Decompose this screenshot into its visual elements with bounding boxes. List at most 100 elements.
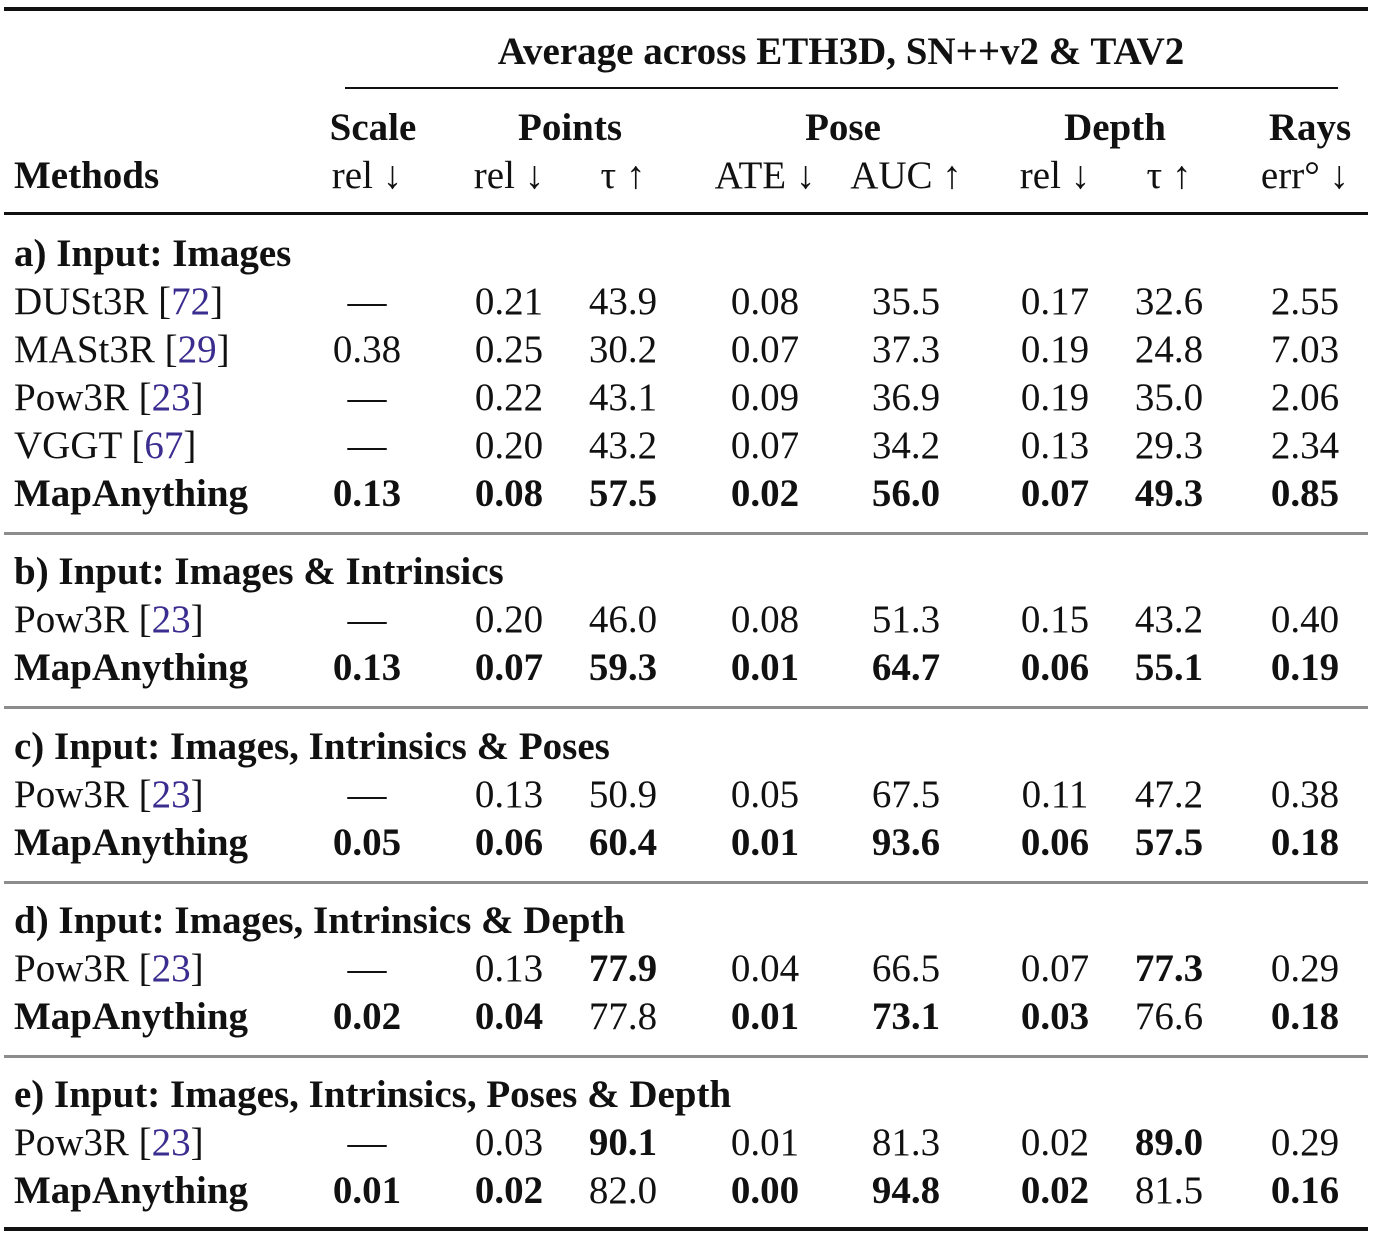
citation-link[interactable]: 29 bbox=[177, 328, 217, 371]
metric-pose-ate: ATE ↓ bbox=[714, 154, 816, 197]
cell-points-tau: 77.8 bbox=[588, 995, 658, 1038]
cell-points-rel: 0.25 bbox=[474, 328, 544, 371]
citation-link[interactable]: 67 bbox=[144, 424, 184, 467]
cell-depth-rel: 0.06 bbox=[1020, 821, 1090, 864]
citation-bracket: ] bbox=[190, 1121, 204, 1164]
citation-link[interactable]: 23 bbox=[151, 376, 191, 419]
cell-scale-rel: — bbox=[347, 424, 387, 467]
cell-depth-tau: 49.3 bbox=[1134, 472, 1204, 515]
cell-pose-ate: 0.04 bbox=[730, 947, 800, 990]
cell-depth-rel: 0.15 bbox=[1020, 598, 1090, 641]
method-cell: Pow3R [23] bbox=[14, 949, 204, 988]
cell-points-rel: 0.07 bbox=[474, 646, 544, 689]
cell-pose-auc: 36.9 bbox=[871, 376, 941, 419]
cell-points-tau: 77.9 bbox=[588, 947, 658, 990]
citation-bracket: [ bbox=[128, 376, 152, 419]
metric-pose-auc: AUC ↑ bbox=[850, 154, 962, 197]
cell-depth-tau: 55.1 bbox=[1134, 646, 1204, 689]
method-name: Pow3R bbox=[14, 773, 129, 816]
metric-depth-rel: rel ↓ bbox=[1019, 154, 1091, 197]
cell-pose-ate: 0.07 bbox=[730, 424, 800, 467]
cell-pose-auc: 93.6 bbox=[871, 821, 941, 864]
cell-points-tau: 43.9 bbox=[588, 280, 658, 323]
cell-rays-err: 2.06 bbox=[1270, 376, 1340, 419]
cell-scale-rel: 0.38 bbox=[332, 328, 402, 371]
cell-pose-auc: 81.3 bbox=[871, 1121, 941, 1164]
method-name: MapAnything bbox=[14, 646, 249, 689]
method-name: Pow3R bbox=[14, 376, 129, 419]
cell-points-tau: 57.5 bbox=[588, 472, 658, 515]
citation-bracket: [ bbox=[128, 1121, 152, 1164]
cell-rays-err: 2.55 bbox=[1270, 280, 1340, 323]
cell-pose-auc: 51.3 bbox=[871, 598, 941, 641]
cell-depth-rel: 0.07 bbox=[1020, 472, 1090, 515]
cell-scale-rel: 0.05 bbox=[332, 821, 402, 864]
citation-link[interactable]: 23 bbox=[151, 947, 191, 990]
cell-points-tau: 46.0 bbox=[588, 598, 658, 641]
citation-link[interactable]: 23 bbox=[151, 773, 191, 816]
cell-scale-rel: 0.13 bbox=[332, 646, 402, 689]
header-rule bbox=[4, 212, 1368, 215]
cell-scale-rel: 0.02 bbox=[332, 995, 402, 1038]
citation-bracket: [ bbox=[121, 424, 145, 467]
method-cell: MASt3R [29] bbox=[14, 330, 230, 369]
cell-rays-err: 0.16 bbox=[1270, 1169, 1340, 1212]
cell-points-rel: 0.13 bbox=[474, 947, 544, 990]
method-cell: Pow3R [23] bbox=[14, 1123, 204, 1162]
cell-pose-auc: 34.2 bbox=[871, 424, 941, 467]
cell-scale-rel: — bbox=[347, 773, 387, 816]
cell-rays-err: 0.85 bbox=[1270, 472, 1340, 515]
cell-pose-ate: 0.09 bbox=[730, 376, 800, 419]
cell-pose-ate: 0.02 bbox=[730, 472, 800, 515]
cell-points-tau: 43.1 bbox=[588, 376, 658, 419]
section-divider bbox=[4, 1055, 1368, 1058]
cell-depth-rel: 0.07 bbox=[1020, 947, 1090, 990]
cell-scale-rel: — bbox=[347, 598, 387, 641]
cell-depth-tau: 47.2 bbox=[1134, 773, 1204, 816]
cell-points-rel: 0.20 bbox=[474, 424, 544, 467]
citation-bracket: ] bbox=[183, 424, 197, 467]
group-header-scale: Scale bbox=[329, 106, 417, 149]
section-title: d) Input: Images, Intrinsics & Depth bbox=[14, 899, 626, 942]
method-name: MASt3R bbox=[14, 328, 155, 371]
method-cell: VGGT [67] bbox=[14, 426, 196, 465]
citation-bracket: ] bbox=[190, 598, 204, 641]
cell-pose-ate: 0.01 bbox=[730, 995, 800, 1038]
cell-rays-err: 0.19 bbox=[1270, 646, 1340, 689]
cell-rays-err: 0.40 bbox=[1270, 598, 1340, 641]
cell-depth-rel: 0.17 bbox=[1020, 280, 1090, 323]
cell-depth-tau: 81.5 bbox=[1134, 1169, 1204, 1212]
cell-rays-err: 0.29 bbox=[1270, 947, 1340, 990]
cell-rays-err: 0.18 bbox=[1270, 995, 1340, 1038]
method-cell: MapAnything bbox=[14, 648, 248, 687]
metric-depth-tau: τ ↑ bbox=[1146, 154, 1192, 197]
section-divider bbox=[4, 532, 1368, 535]
cell-points-tau: 82.0 bbox=[588, 1169, 658, 1212]
cell-points-rel: 0.21 bbox=[474, 280, 544, 323]
cell-pose-auc: 64.7 bbox=[871, 646, 941, 689]
cell-depth-rel: 0.03 bbox=[1020, 995, 1090, 1038]
citation-link[interactable]: 23 bbox=[151, 598, 191, 641]
method-cell: Pow3R [23] bbox=[14, 775, 204, 814]
citation-link[interactable]: 23 bbox=[151, 1121, 191, 1164]
cell-depth-rel: 0.11 bbox=[1021, 773, 1089, 816]
cell-points-tau: 60.4 bbox=[588, 821, 658, 864]
cell-pose-ate: 0.01 bbox=[730, 821, 800, 864]
top-rule bbox=[4, 7, 1368, 11]
cell-pose-auc: 66.5 bbox=[871, 947, 941, 990]
citation-bracket: [ bbox=[148, 280, 172, 323]
method-cell: MapAnything bbox=[14, 997, 248, 1036]
section-divider bbox=[4, 881, 1368, 884]
citation-link[interactable]: 72 bbox=[171, 280, 211, 323]
cell-depth-rel: 0.02 bbox=[1020, 1169, 1090, 1212]
cell-pose-auc: 94.8 bbox=[871, 1169, 941, 1212]
cell-pose-auc: 37.3 bbox=[871, 328, 941, 371]
method-name: Pow3R bbox=[14, 598, 129, 641]
citation-bracket: ] bbox=[216, 328, 230, 371]
cell-pose-ate: 0.01 bbox=[730, 1121, 800, 1164]
cell-points-rel: 0.20 bbox=[474, 598, 544, 641]
citation-bracket: ] bbox=[190, 947, 204, 990]
citation-bracket: [ bbox=[128, 598, 152, 641]
method-name: VGGT bbox=[14, 424, 122, 467]
methods-header: Methods bbox=[14, 154, 160, 197]
